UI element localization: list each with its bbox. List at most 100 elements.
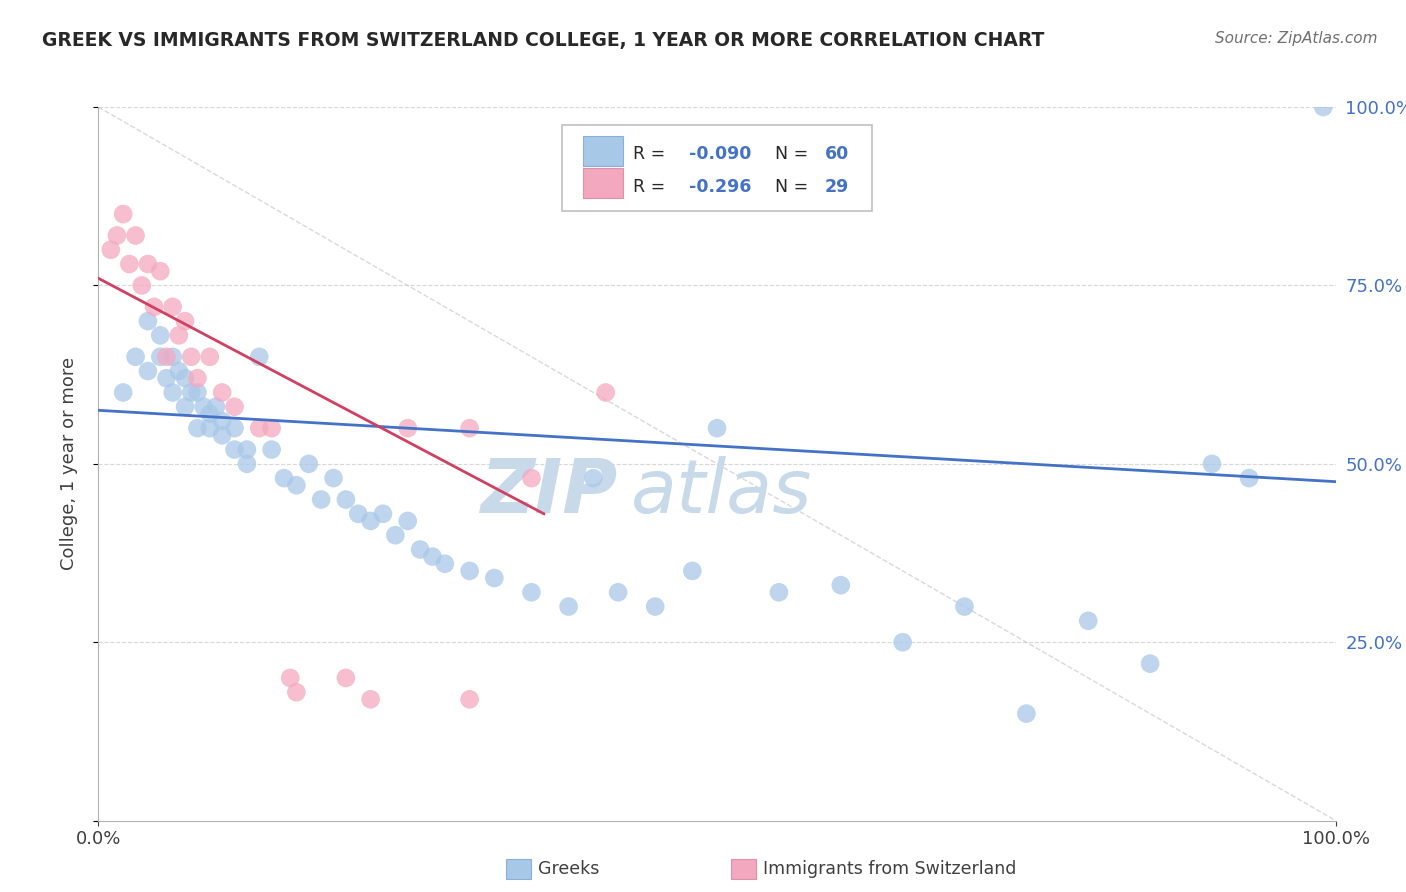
Point — [211, 428, 233, 442]
Point — [131, 278, 153, 293]
Point — [100, 243, 122, 257]
Text: 29: 29 — [825, 178, 849, 196]
Point — [335, 671, 357, 685]
Point — [360, 514, 382, 528]
Point — [112, 385, 135, 400]
Point — [112, 207, 135, 221]
Point — [174, 400, 197, 414]
FancyBboxPatch shape — [583, 136, 623, 166]
Point — [136, 364, 159, 378]
Point — [198, 350, 221, 364]
Point — [124, 350, 146, 364]
Point — [198, 407, 221, 421]
Point — [347, 507, 370, 521]
Point — [768, 585, 790, 599]
Point — [211, 414, 233, 428]
Point — [186, 421, 208, 435]
Point — [1015, 706, 1038, 721]
Point — [891, 635, 914, 649]
Text: N =: N = — [775, 145, 814, 163]
Point — [1237, 471, 1260, 485]
Point — [595, 385, 617, 400]
Point — [1139, 657, 1161, 671]
Point — [205, 400, 228, 414]
Point — [484, 571, 506, 585]
Point — [396, 421, 419, 435]
Point — [607, 585, 630, 599]
Point — [124, 228, 146, 243]
Point — [557, 599, 579, 614]
Point — [118, 257, 141, 271]
Point — [309, 492, 332, 507]
Point — [520, 471, 543, 485]
Point — [149, 350, 172, 364]
Point — [422, 549, 444, 564]
Point — [136, 257, 159, 271]
Point — [236, 457, 259, 471]
Point — [1312, 100, 1334, 114]
Text: Immigrants from Switzerland: Immigrants from Switzerland — [763, 860, 1017, 878]
Point — [384, 528, 406, 542]
Point — [458, 692, 481, 706]
Point — [335, 492, 357, 507]
Point — [644, 599, 666, 614]
Point — [409, 542, 432, 557]
Point — [458, 421, 481, 435]
Point — [143, 300, 166, 314]
Point — [371, 507, 394, 521]
Point — [681, 564, 703, 578]
Point — [149, 264, 172, 278]
Text: R =: R = — [633, 178, 671, 196]
Point — [830, 578, 852, 592]
FancyBboxPatch shape — [583, 169, 623, 198]
Text: -0.090: -0.090 — [689, 145, 751, 163]
Text: -0.296: -0.296 — [689, 178, 751, 196]
Text: ZIP: ZIP — [481, 456, 619, 529]
Point — [322, 471, 344, 485]
Point — [180, 385, 202, 400]
Point — [162, 385, 184, 400]
Point — [162, 300, 184, 314]
Point — [247, 350, 270, 364]
Point — [193, 400, 215, 414]
Text: Source: ZipAtlas.com: Source: ZipAtlas.com — [1215, 31, 1378, 46]
Point — [433, 557, 456, 571]
Point — [180, 350, 202, 364]
Y-axis label: College, 1 year or more: College, 1 year or more — [59, 358, 77, 570]
Point — [198, 421, 221, 435]
Point — [174, 314, 197, 328]
Point — [167, 328, 190, 343]
Point — [260, 421, 283, 435]
Point — [105, 228, 128, 243]
Point — [520, 585, 543, 599]
Point — [167, 364, 190, 378]
Text: Greeks: Greeks — [538, 860, 600, 878]
Text: R =: R = — [633, 145, 671, 163]
Point — [224, 400, 246, 414]
Text: 60: 60 — [825, 145, 849, 163]
Point — [260, 442, 283, 457]
Text: GREEK VS IMMIGRANTS FROM SWITZERLAND COLLEGE, 1 YEAR OR MORE CORRELATION CHART: GREEK VS IMMIGRANTS FROM SWITZERLAND COL… — [42, 31, 1045, 50]
Point — [278, 671, 301, 685]
Point — [285, 685, 308, 699]
Point — [247, 421, 270, 435]
Point — [458, 564, 481, 578]
Text: N =: N = — [775, 178, 814, 196]
Point — [186, 371, 208, 385]
Point — [174, 371, 197, 385]
Point — [186, 385, 208, 400]
Point — [155, 350, 177, 364]
Point — [396, 514, 419, 528]
Point — [706, 421, 728, 435]
Point — [155, 371, 177, 385]
Point — [224, 442, 246, 457]
Point — [273, 471, 295, 485]
Point — [582, 471, 605, 485]
Point — [149, 328, 172, 343]
Point — [360, 692, 382, 706]
Point — [211, 385, 233, 400]
Point — [236, 442, 259, 457]
Point — [162, 350, 184, 364]
Point — [285, 478, 308, 492]
Text: atlas: atlas — [630, 457, 811, 528]
